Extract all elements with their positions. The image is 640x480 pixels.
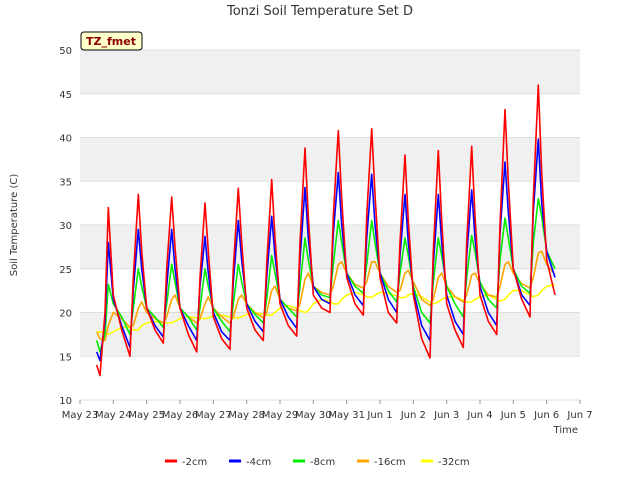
legend: -2cm -4cm -8cm -16cm -32cm [165, 457, 470, 468]
x-tick-label: May 26 [162, 410, 199, 421]
x-tick-label: May 24 [95, 410, 132, 421]
y-tick-label: 10 [59, 396, 72, 407]
x-tick-label: Jun 2 [400, 410, 426, 421]
x-tick-label: May 27 [195, 410, 232, 421]
series-line-16cm [95, 250, 556, 342]
y-axis-label: Soil Temperature (C) [9, 174, 20, 277]
x-tick-label: May 23 [62, 410, 99, 421]
y-tick-label: 30 [59, 221, 72, 232]
chart-title: Tonzi Soil Temperature Set D [226, 4, 413, 19]
x-axis-label: Time [553, 425, 578, 436]
x-tick-label: May 28 [228, 410, 265, 421]
station-badge: TZ_fmet [80, 31, 143, 51]
legend-label: -4cm [246, 457, 271, 468]
series-line-2cm [95, 84, 556, 377]
plot-band [80, 137, 580, 182]
badge-box [80, 31, 143, 51]
x-tick-label: Jun 1 [366, 410, 392, 421]
badge-label: TZ_fmet [86, 35, 136, 48]
y-tick-label: 25 [59, 265, 72, 276]
series-group [95, 84, 556, 377]
x-tick-label: May 25 [128, 410, 165, 421]
x-tick-label: May 30 [295, 410, 332, 421]
x-tick-label: Jun 6 [533, 410, 559, 421]
plot-band [80, 225, 580, 269]
x-tick-label: Jun 7 [566, 410, 592, 421]
series-line-4cm [95, 138, 556, 362]
series-line-8cm [95, 198, 556, 353]
legend-label: -8cm [310, 457, 335, 468]
x-tick-label: Jun 5 [500, 410, 526, 421]
y-tick-label: 20 [59, 309, 72, 320]
y-tick-label: 50 [59, 46, 72, 57]
legend-label: -32cm [438, 457, 470, 468]
y-tick-label: 40 [59, 134, 72, 145]
y-tick-label: 45 [59, 90, 72, 101]
x-tick-label: Jun 3 [433, 410, 459, 421]
legend-label: -16cm [374, 457, 406, 468]
series-line-32cm [96, 283, 556, 336]
y-tick-label: 15 [59, 352, 72, 363]
x-tick-label: May 31 [328, 410, 365, 421]
legend-label: -2cm [182, 457, 207, 468]
plot-band [80, 50, 580, 94]
y-tick-label: 35 [59, 177, 72, 188]
x-tick-label: May 29 [262, 410, 299, 421]
y-axis-ticks: 10 15 20 25 30 35 40 45 50 [59, 46, 72, 407]
x-tick-label: Jun 4 [466, 410, 492, 421]
